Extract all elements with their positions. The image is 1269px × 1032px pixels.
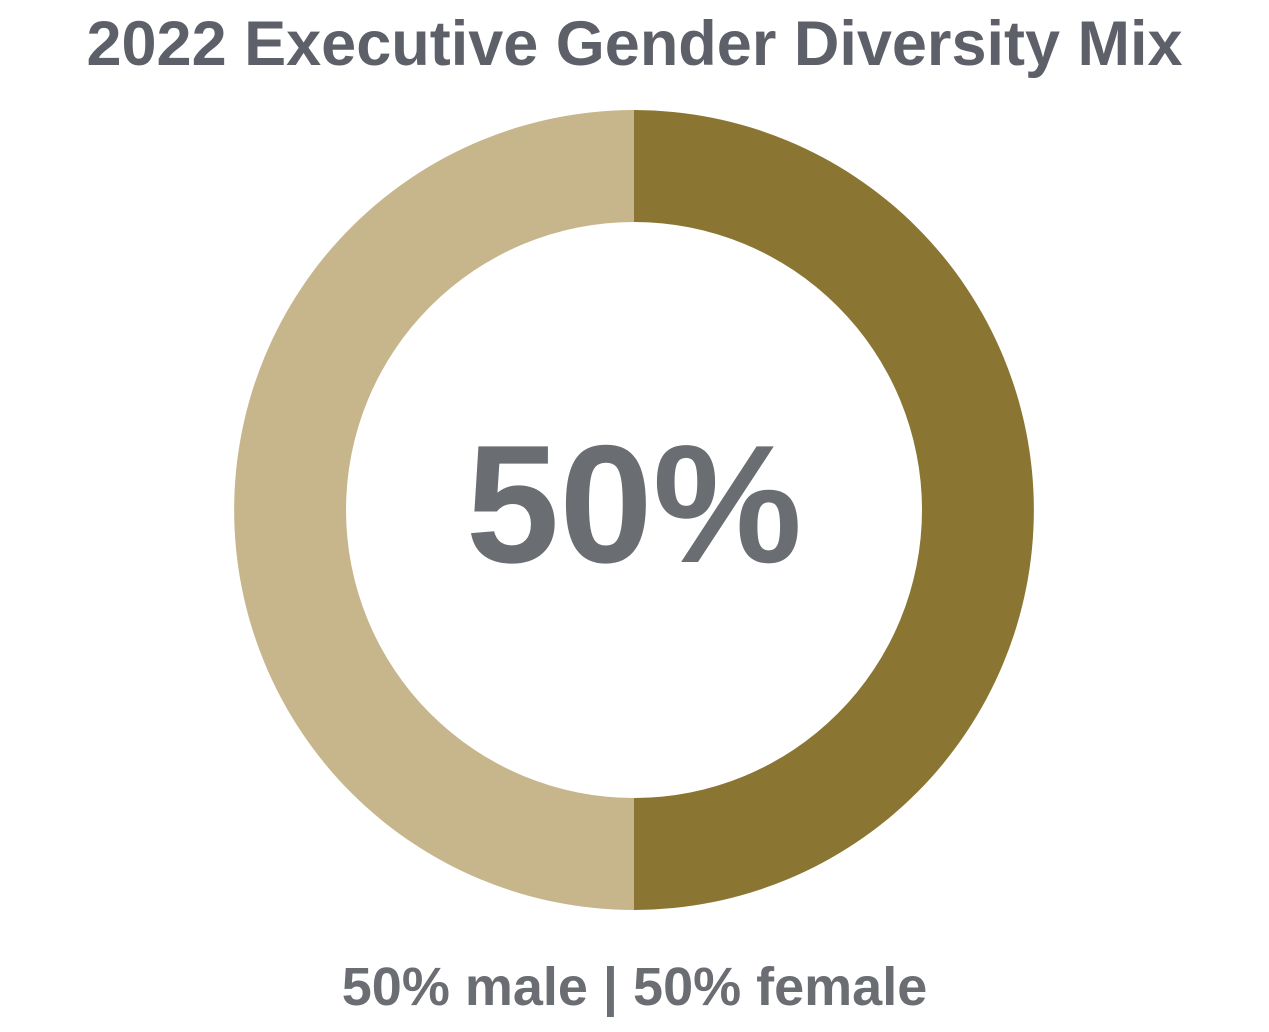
slices-group xyxy=(234,110,1034,910)
donut-slice-2 xyxy=(234,110,634,910)
donut-slice-1 xyxy=(634,110,1034,910)
center-value-label: 50% xyxy=(466,410,802,598)
gender-split-caption: 50% male | 50% female xyxy=(341,957,928,1017)
chart-area: 50% xyxy=(0,100,1269,920)
chart-title: 2022 Executive Gender Diversity Mix xyxy=(86,9,1183,79)
donut-chart: 50% xyxy=(234,110,1034,910)
